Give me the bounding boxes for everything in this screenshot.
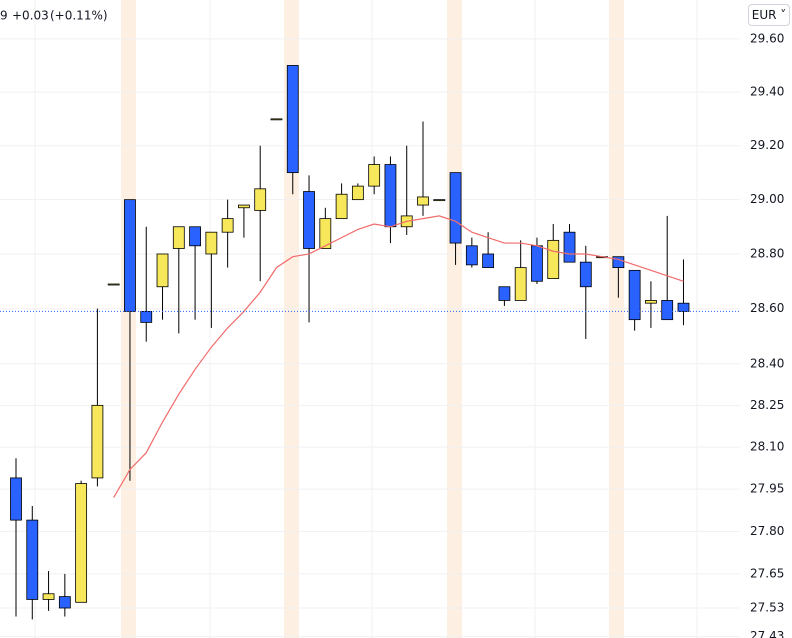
candle-body: [449, 172, 462, 244]
candle-body: [107, 283, 120, 286]
price-fragment: 9: [0, 9, 8, 23]
y-tick-label: 29.00: [750, 192, 784, 206]
y-tick-label: 28.80: [750, 246, 784, 260]
y-tick-label: 28.60: [750, 301, 784, 315]
candle-body: [368, 164, 381, 187]
candle-body: [254, 188, 267, 211]
candle-body: [482, 253, 495, 269]
session-band: [447, 0, 462, 638]
candle-body: [579, 261, 592, 288]
y-tick-label: 28.10: [750, 440, 784, 454]
candle-body: [124, 199, 136, 312]
candle-body: [465, 245, 478, 266]
y-tick-label: 27.80: [750, 524, 784, 538]
candle-body: [140, 311, 153, 323]
candle-body: [498, 286, 511, 301]
session-band: [609, 0, 624, 638]
candle-body: [205, 231, 218, 255]
candle-body: [221, 218, 234, 233]
y-tick-label: 27.65: [750, 566, 784, 580]
candle-body: [645, 300, 657, 304]
candle-body: [303, 191, 315, 249]
candle-body: [75, 483, 88, 603]
candle-body: [58, 596, 71, 609]
candle-body: [270, 118, 283, 121]
candle-body: [417, 196, 429, 206]
candle-body: [91, 404, 104, 479]
change-percent: (+0.11%): [50, 9, 108, 23]
y-tick-label: 27.95: [750, 482, 784, 496]
candle-body: [384, 164, 397, 228]
candle-body: [42, 593, 55, 600]
candle-body: [10, 477, 22, 521]
candle-body: [319, 218, 332, 249]
candle-body: [238, 204, 250, 209]
candle-body: [26, 519, 39, 600]
candle-body: [612, 256, 625, 269]
candle-body: [563, 231, 576, 263]
y-tick-label: 29.40: [750, 85, 784, 99]
candle-body: [433, 199, 446, 202]
candle-body: [189, 226, 201, 247]
candle-body: [156, 253, 169, 288]
candle-body: [661, 300, 674, 321]
y-tick-label: 27.43: [750, 629, 784, 638]
candle-body: [628, 269, 641, 321]
currency-label: EUR: [751, 8, 777, 22]
plot: [0, 65, 740, 620]
session-band: [121, 0, 136, 638]
candle-body: [351, 185, 364, 201]
y-tick-label: 28.25: [750, 398, 784, 412]
y-tick-label: 29.20: [750, 138, 784, 152]
grid: [0, 38, 740, 638]
candle-body: [547, 239, 560, 279]
candle-body: [514, 267, 527, 301]
change: +0.03: [12, 9, 49, 23]
moving-average: [113, 215, 684, 498]
y-tick-label: 27.53: [750, 601, 784, 615]
candle-body: [172, 226, 185, 249]
candle-body: [531, 245, 543, 282]
y-tick-label: 29.60: [750, 31, 784, 45]
y-tick-label: 28.40: [750, 356, 784, 370]
candle-body: [286, 65, 299, 174]
candle-body: [677, 302, 690, 312]
candle-body: [335, 193, 348, 220]
currency-button[interactable]: EUR ˅: [748, 4, 790, 26]
